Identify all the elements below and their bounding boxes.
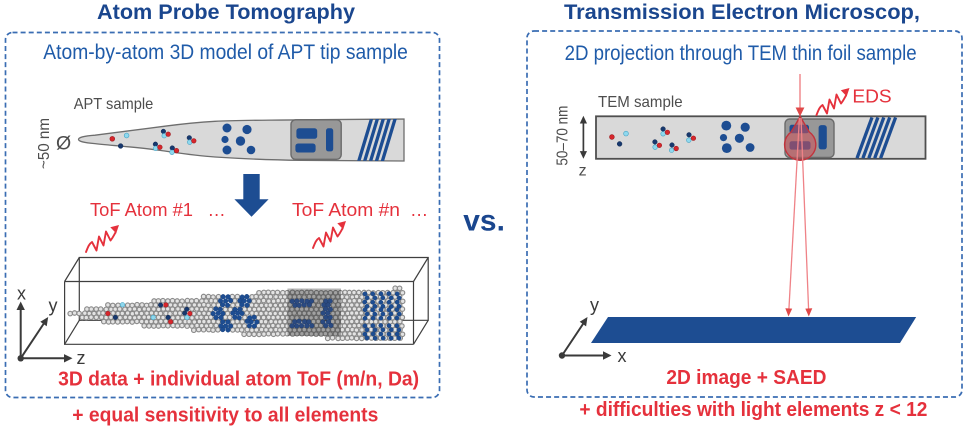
svg-text:y: y	[590, 295, 599, 315]
svg-text:Atom-by-atom 3D model of APT t: Atom-by-atom 3D model of APT tip sample	[43, 39, 408, 64]
svg-text:APT sample: APT sample	[74, 96, 154, 113]
svg-text:x: x	[17, 284, 26, 304]
svg-text:Atom Probe Tomography: Atom Probe Tomography	[97, 0, 355, 24]
svg-text:2D image + SAED: 2D image + SAED	[666, 367, 826, 389]
svg-text:50–70 nm: 50–70 nm	[554, 106, 571, 166]
svg-text:z: z	[579, 163, 587, 180]
svg-text:3D data + individual atom ToF: 3D data + individual atom ToF (m/n, Da)	[58, 369, 419, 391]
svg-text:+ difficulties with light elem: + difficulties with light elements z < 1…	[579, 399, 927, 421]
svg-text:…: …	[208, 200, 226, 220]
svg-text:2D projection through TEM thin: 2D projection through TEM thin foil samp…	[565, 40, 917, 65]
svg-text:z: z	[77, 348, 86, 368]
svg-text:EDS: EDS	[852, 87, 891, 107]
svg-text:~50 nm: ~50 nm	[36, 118, 53, 169]
svg-text:TEM sample: TEM sample	[598, 94, 683, 111]
svg-text:vs.: vs.	[463, 204, 505, 237]
svg-text:y: y	[49, 296, 58, 316]
svg-text:x: x	[618, 346, 627, 366]
svg-text:…: …	[410, 200, 428, 220]
svg-text:+ equal sensitivity to all ele: + equal sensitivity to all elements	[72, 403, 378, 426]
svg-text:ToF Atom #1: ToF Atom #1	[90, 200, 193, 220]
svg-text:Ø: Ø	[56, 133, 71, 155]
svg-text:Transmission Electron Microsco: Transmission Electron Microscop,	[564, 0, 920, 24]
svg-text:ToF Atom #n: ToF Atom #n	[292, 200, 400, 220]
